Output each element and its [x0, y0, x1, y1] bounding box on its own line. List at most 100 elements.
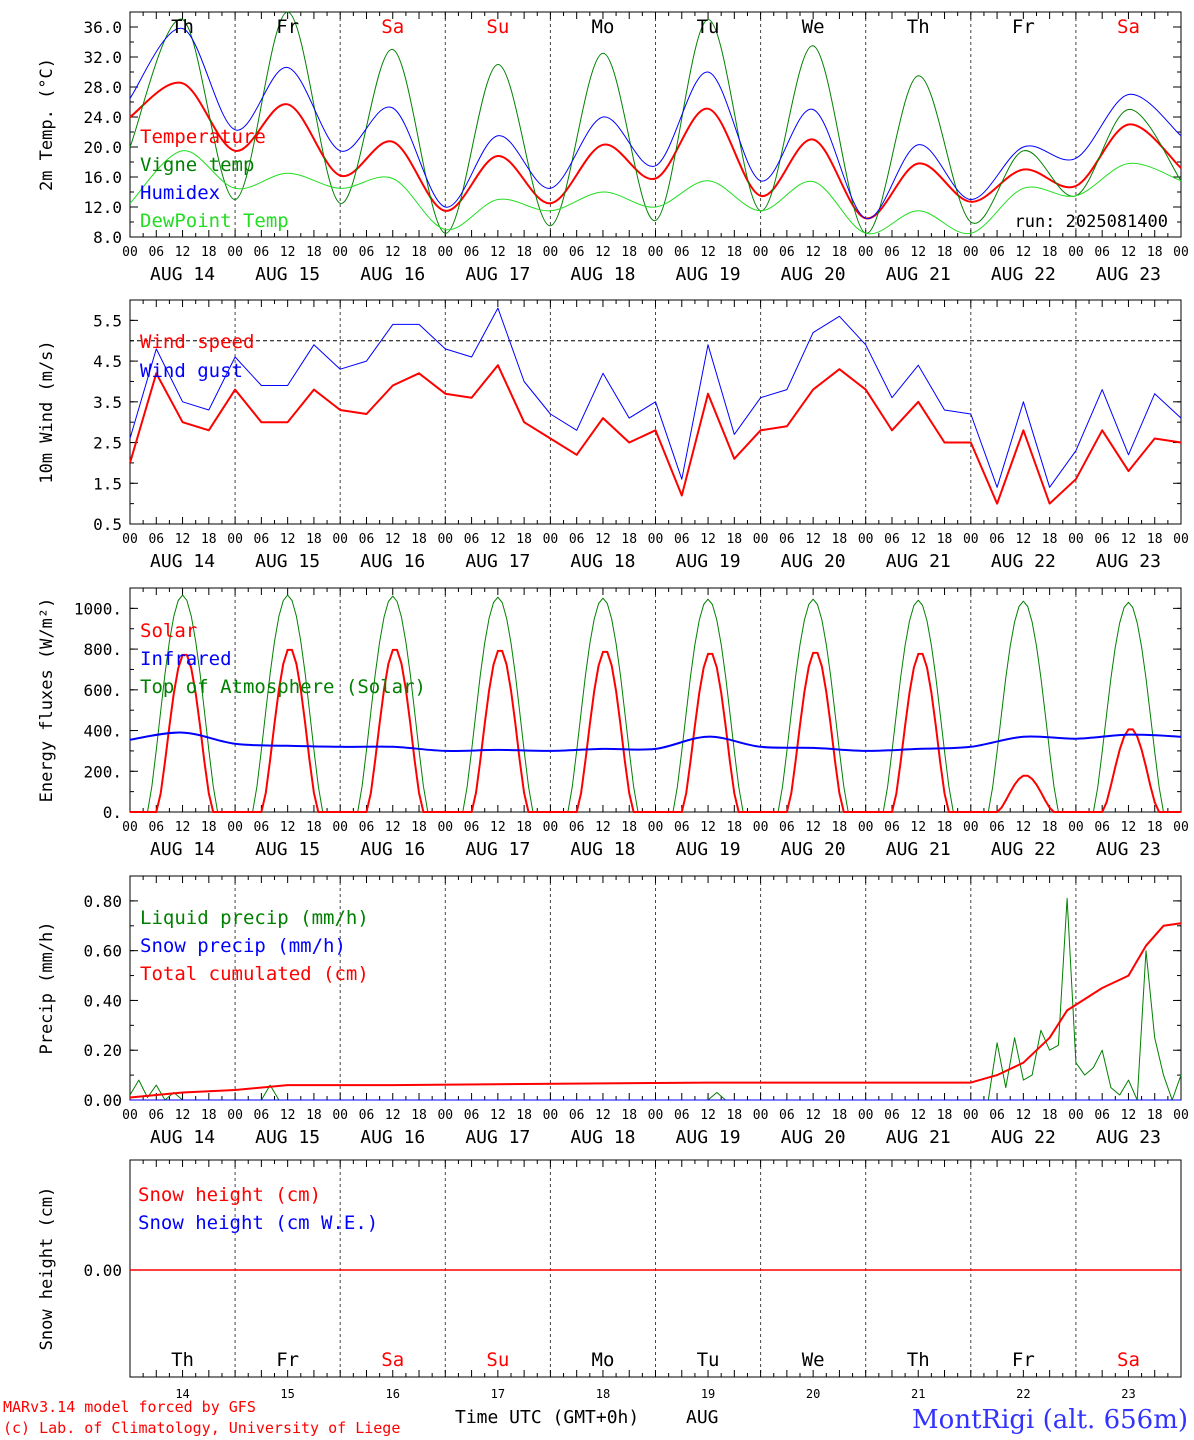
day-number: 22	[1016, 1387, 1030, 1401]
y-tick-label: 0.5	[93, 515, 122, 534]
hour-tick-label: 18	[201, 1108, 217, 1123]
hour-tick-label: 12	[1121, 820, 1137, 835]
hour-tick-label: 06	[359, 532, 375, 547]
hour-tick-label: 12	[175, 1108, 191, 1123]
hour-tick-label: 06	[989, 1108, 1005, 1123]
hour-tick-label: 00	[648, 1108, 664, 1123]
date-label: AUG 22	[991, 839, 1056, 860]
hour-tick-label: 06	[779, 1108, 795, 1123]
date-label: AUG 19	[676, 839, 741, 860]
hour-tick-label: 00	[122, 1108, 138, 1123]
legend-entry: Snow height (cm)	[138, 1184, 321, 1206]
hour-tick-label: 00	[437, 1108, 453, 1123]
bottom-day-label: Th	[907, 1349, 930, 1371]
hour-tick-label: 00	[543, 1108, 559, 1123]
hour-tick-label: 18	[1147, 532, 1163, 547]
date-label: AUG 14	[150, 839, 215, 860]
date-label: AUG 15	[255, 1127, 320, 1148]
date-label: AUG 22	[991, 551, 1056, 572]
hour-tick-label: 12	[700, 820, 716, 835]
hour-tick-label: 00	[1068, 245, 1084, 260]
hour-tick-label: 12	[805, 820, 821, 835]
hour-tick-label: 00	[543, 245, 559, 260]
top-day-label: Mo	[592, 16, 615, 38]
hour-tick-label: 18	[1147, 1108, 1163, 1123]
y-tick-label: 2.5	[93, 434, 122, 453]
hour-tick-label: 18	[306, 1108, 322, 1123]
y-tick-label: 1000.	[74, 599, 122, 618]
hour-tick-label: 18	[1042, 532, 1058, 547]
hour-tick-label: 12	[1016, 532, 1032, 547]
hour-tick-label: 12	[175, 820, 191, 835]
hour-tick-label: 00	[437, 245, 453, 260]
hour-tick-label: 12	[490, 532, 506, 547]
hour-tick-label: 18	[306, 532, 322, 547]
hour-tick-label: 12	[280, 245, 296, 260]
series-line	[129, 897, 1182, 1101]
hour-tick-label: 00	[332, 245, 348, 260]
hour-tick-label: 00	[648, 245, 664, 260]
hour-tick-label: 12	[910, 820, 926, 835]
top-day-label: We	[802, 16, 825, 38]
hour-tick-label: 06	[148, 532, 164, 547]
date-label: AUG 20	[781, 264, 846, 285]
hour-tick-label: 06	[674, 820, 690, 835]
hour-tick-label: 06	[464, 245, 480, 260]
date-label: AUG 17	[465, 839, 530, 860]
date-label: AUG 23	[1096, 839, 1161, 860]
hour-tick-label: 18	[201, 245, 217, 260]
series-line	[129, 731, 1182, 753]
hour-tick-label: 18	[1147, 245, 1163, 260]
hour-tick-label: 06	[779, 532, 795, 547]
hour-tick-label: 12	[595, 820, 611, 835]
bottom-day-label: Su	[486, 1349, 509, 1371]
legend-entry: Vigne temp	[140, 154, 254, 176]
hour-tick-label: 18	[937, 1108, 953, 1123]
hour-tick-label: 00	[437, 820, 453, 835]
hour-tick-label: 00	[1173, 245, 1189, 260]
date-label: AUG 22	[991, 264, 1056, 285]
hour-tick-label: 18	[621, 532, 637, 547]
hour-tick-label: 12	[1121, 245, 1137, 260]
hour-tick-label: 18	[411, 245, 427, 260]
date-label: AUG 19	[676, 264, 741, 285]
y-tick-label: 0.	[103, 803, 122, 822]
hour-tick-label: 00	[1173, 532, 1189, 547]
hour-tick-label: 00	[227, 820, 243, 835]
hour-tick-label: 18	[937, 820, 953, 835]
hour-tick-label: 18	[621, 245, 637, 260]
legend-entry: Wind gust	[140, 360, 243, 382]
y-axis-title: Energy fluxes (W/m²)	[37, 598, 57, 803]
hour-tick-label: 00	[543, 820, 559, 835]
hour-tick-label: 06	[569, 1108, 585, 1123]
series-line	[129, 27, 1182, 219]
y-tick-label: 36.0	[83, 18, 122, 37]
hour-tick-label: 06	[674, 532, 690, 547]
legend-entry: Solar	[140, 620, 197, 642]
date-label: AUG 23	[1096, 264, 1161, 285]
top-day-label: Sa	[381, 16, 404, 38]
hour-tick-label: 00	[122, 820, 138, 835]
y-tick-label: 8.0	[93, 228, 122, 247]
hour-tick-label: 06	[884, 1108, 900, 1123]
hour-tick-label: 18	[832, 532, 848, 547]
hour-tick-label: 00	[963, 820, 979, 835]
hour-tick-label: 00	[753, 245, 769, 260]
bottom-day-label: Sa	[1117, 1349, 1140, 1371]
date-label: AUG 21	[886, 839, 951, 860]
y-tick-label: 0.80	[83, 892, 122, 911]
y-tick-label: 12.0	[83, 198, 122, 217]
hour-tick-label: 12	[385, 820, 401, 835]
hour-tick-label: 12	[1121, 532, 1137, 547]
hour-tick-label: 06	[884, 820, 900, 835]
day-number: 19	[701, 1387, 715, 1401]
hour-tick-label: 12	[805, 1108, 821, 1123]
y-axis-title: Snow height (cm)	[37, 1187, 57, 1351]
hour-tick-label: 06	[1094, 820, 1110, 835]
time-axis-month: AUG	[686, 1407, 719, 1428]
hour-tick-label: 00	[1068, 532, 1084, 547]
legend-entry: Temperature	[140, 126, 266, 148]
legend-entry: Liquid precip (mm/h)	[140, 907, 369, 929]
hour-tick-label: 00	[543, 532, 559, 547]
